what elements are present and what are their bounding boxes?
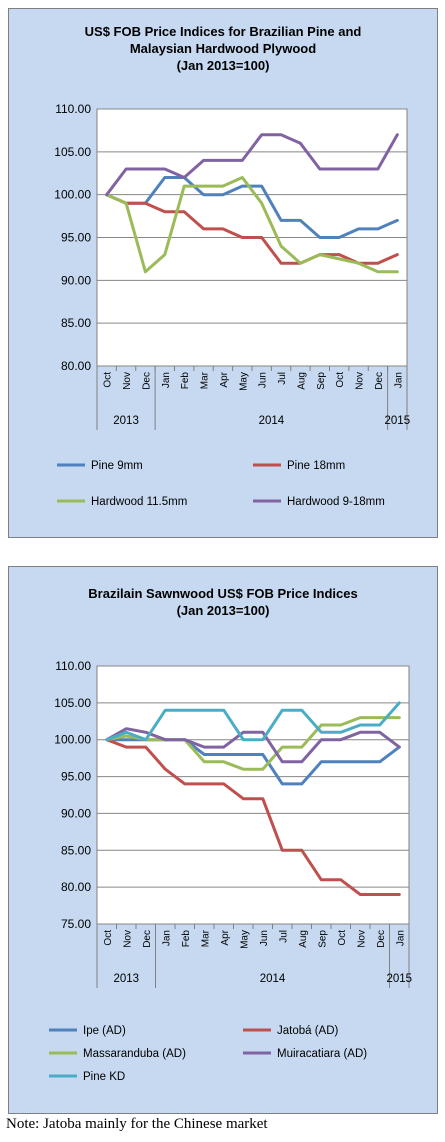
y-tick-label: 85.00 xyxy=(61,316,91,330)
x-tick-label: Jan xyxy=(395,930,406,946)
series-line xyxy=(105,701,401,742)
series-line xyxy=(105,176,399,274)
chart-title: US$ FOB Price Indices for Brazilian Pine… xyxy=(9,23,437,74)
x-tick-label: Dec xyxy=(376,930,387,948)
x-tick-label: Jan xyxy=(161,372,172,388)
x-tick-label: Feb xyxy=(180,372,191,390)
legend-label: Massaranduba (AD) xyxy=(83,1048,186,1060)
x-tick-label: Nov xyxy=(356,930,367,948)
x-tick-label: May xyxy=(239,930,250,949)
plot-area xyxy=(96,665,410,925)
x-tick-label: Nov xyxy=(122,930,133,948)
year-label: 2015 xyxy=(386,973,412,985)
chart-title-line: (Jan 2013=100) xyxy=(176,58,270,73)
x-tick-label: Oct xyxy=(335,372,346,388)
series-line xyxy=(105,133,399,197)
year-label: 2014 xyxy=(259,415,285,427)
x-tick-label: Oct xyxy=(103,930,114,946)
y-tick-label: 85.00 xyxy=(61,843,91,857)
x-tick-label: Mar xyxy=(200,371,211,389)
y-tick-label: 110.00 xyxy=(55,102,91,116)
y-tick-label: 110.00 xyxy=(55,659,91,673)
x-tick-label: Apr xyxy=(220,929,231,945)
series-line xyxy=(105,727,401,764)
y-tick-label: 95.00 xyxy=(61,231,91,245)
x-tick-label: Sep xyxy=(317,930,328,948)
sawnwood-price-chart: 75.00 80.00 85.00 90.00 95.00 100.00 105.00 110… xyxy=(49,659,412,1083)
x-tick-label: Oct xyxy=(103,372,114,388)
x-tick-label: Jul xyxy=(277,372,288,385)
chart-title: Brazilain Sawnwood US$ FOB Price Indices… xyxy=(9,585,437,619)
x-tick-label: Aug xyxy=(298,930,309,948)
legend-label: Pine 9mm xyxy=(91,460,143,472)
x-tick-label: Dec xyxy=(141,372,152,390)
y-tick-label: 100.00 xyxy=(54,188,91,202)
series-line xyxy=(105,738,401,896)
plywood-price-chart: 80.00 85.00 90.00 95.00 100.00 105.00 110.00 Oc… xyxy=(54,102,411,508)
year-label: 2014 xyxy=(260,973,286,985)
legend-label: Pine KD xyxy=(83,1071,125,1083)
year-label: 2015 xyxy=(385,415,411,427)
chart-title-line: Brazilain Sawnwood US$ FOB Price Indices xyxy=(88,586,358,601)
x-tick-label: Oct xyxy=(337,930,348,946)
x-tick-label: Nov xyxy=(122,372,133,390)
x-tick-label: Feb xyxy=(181,930,192,948)
series-line xyxy=(105,176,399,239)
x-tick-label: Jun xyxy=(259,930,270,946)
y-tick-label: 80.00 xyxy=(61,359,91,373)
x-tick-label: Sep xyxy=(316,372,327,390)
x-tick-label: May xyxy=(238,372,249,391)
chart-title-line: US$ FOB Price Indices for Brazilian Pine… xyxy=(84,24,362,39)
x-tick-label: Jan xyxy=(161,930,172,946)
y-tick-label: 75.00 xyxy=(61,917,91,931)
footnote: Note: Jatoba mainly for the Chinese mark… xyxy=(6,1116,268,1132)
x-tick-label: Mar xyxy=(200,929,211,947)
series-line xyxy=(105,193,399,265)
x-tick-label: Jul xyxy=(278,930,289,943)
year-label: 2013 xyxy=(113,973,139,985)
legend-label: Ipe (AD) xyxy=(83,1025,126,1037)
legend-label: Pine 18mm xyxy=(287,460,345,472)
chart-title-line: Malaysian Hardwood Plywood xyxy=(129,41,317,56)
x-tick-label: Nov xyxy=(355,372,366,390)
x-tick-label: Dec xyxy=(374,372,385,390)
y-tick-label: 105.00 xyxy=(54,145,91,159)
chart-panel-plywood: US$ FOB Price Indices for Brazilian Pine… xyxy=(8,8,438,538)
year-label: 2013 xyxy=(113,415,139,427)
x-tick-label: Jun xyxy=(258,372,269,388)
y-tick-label: 90.00 xyxy=(61,806,91,820)
legend-label: Jatobá (AD) xyxy=(277,1025,339,1037)
y-tick-label: 95.00 xyxy=(61,770,91,784)
x-tick-label: Apr xyxy=(219,371,230,387)
x-tick-label: Jan xyxy=(393,372,404,388)
y-tick-label: 100.00 xyxy=(54,733,91,747)
legend-label: Muiracatiara (AD) xyxy=(277,1048,367,1060)
chart-panel-sawnwood: Brazilain Sawnwood US$ FOB Price Indices… xyxy=(8,566,438,1114)
y-tick-label: 80.00 xyxy=(61,880,91,894)
y-tick-label: 105.00 xyxy=(54,696,91,710)
x-tick-label: Aug xyxy=(296,372,307,390)
x-tick-label: Dec xyxy=(142,930,153,948)
series-line xyxy=(105,716,401,771)
legend-label: Hardwood 11.5mm xyxy=(91,496,187,508)
y-tick-label: 90.00 xyxy=(61,273,91,287)
chart-title-line: (Jan 2013=100) xyxy=(176,603,270,618)
legend-label: Hardwood 9-18mm xyxy=(287,496,385,508)
